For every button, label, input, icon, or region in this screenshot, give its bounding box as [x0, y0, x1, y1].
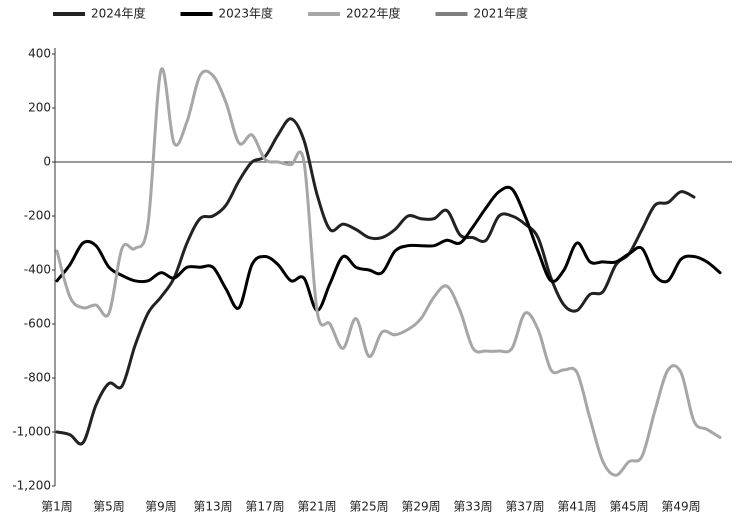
x-tick-label: 第37周 — [505, 500, 544, 514]
y-tick-label: -1,200 — [12, 479, 51, 493]
y-tick-label: 200 — [28, 101, 51, 115]
series-line — [55, 67, 722, 477]
y-tick-label: 0 — [43, 155, 51, 169]
y-tick-label: -1,000 — [12, 425, 51, 439]
x-tick-label: 第9周 — [145, 500, 177, 514]
y-tick-label: -400 — [24, 263, 51, 277]
series-line — [55, 185, 722, 312]
legend-label: 2022年度 — [346, 6, 401, 21]
y-tick-label: -600 — [24, 317, 51, 331]
x-tick-label: 第41周 — [557, 500, 596, 514]
y-tick-label: 400 — [28, 47, 51, 61]
legend-label: 2021年度 — [474, 6, 529, 21]
x-tick-label: 第13周 — [193, 500, 232, 514]
x-tick-label: 第17周 — [245, 500, 284, 514]
legend-label: 2023年度 — [219, 6, 274, 21]
y-tick-label: -800 — [24, 371, 51, 385]
x-tick-label: 第29周 — [401, 500, 440, 514]
x-tick-label: 第49周 — [661, 500, 700, 514]
y-tick-label: -200 — [24, 209, 51, 223]
series-line — [55, 117, 696, 446]
x-tick-label: 第45周 — [609, 500, 648, 514]
legend-label: 2024年度 — [91, 6, 146, 21]
x-tick-label: 第21周 — [297, 500, 336, 514]
x-tick-label: 第33周 — [453, 500, 492, 514]
x-tick-label: 第1周 — [41, 500, 73, 514]
x-tick-label: 第5周 — [93, 500, 125, 514]
x-tick-label: 第25周 — [349, 500, 388, 514]
